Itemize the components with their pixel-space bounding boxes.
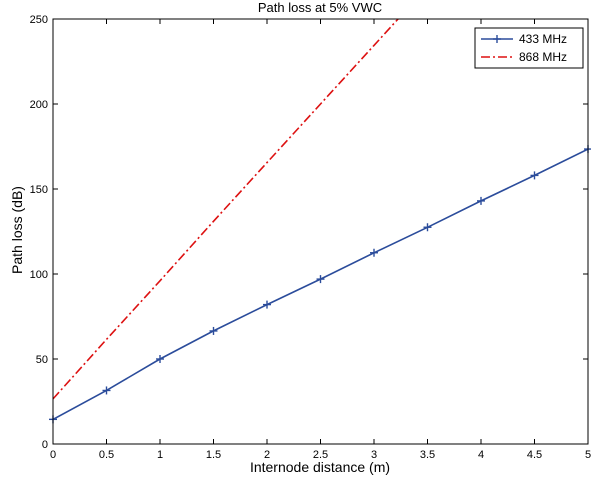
y-tick-label: 150 bbox=[30, 184, 48, 196]
x-tick-label: 0 bbox=[50, 449, 56, 461]
data-point bbox=[263, 300, 271, 309]
chart-title: Path loss at 5% VWC bbox=[258, 0, 382, 15]
data-point bbox=[477, 196, 485, 205]
x-tick-label: 1 bbox=[157, 449, 163, 461]
x-tick-label: 1.5 bbox=[206, 449, 221, 461]
y-tick-label: 250 bbox=[30, 14, 48, 26]
x-tick-label: 2.5 bbox=[313, 449, 328, 461]
axes-frame bbox=[52, 18, 589, 445]
legend-label: 868 MHz bbox=[519, 50, 567, 64]
series-line-2 bbox=[53, 19, 400, 400]
y-tick-label: 50 bbox=[36, 354, 48, 366]
data-point bbox=[156, 355, 164, 363]
x-tick-label: 5 bbox=[585, 449, 591, 461]
data-point bbox=[423, 223, 432, 232]
data-point bbox=[209, 326, 218, 335]
x-tick-label: 3.5 bbox=[420, 449, 435, 461]
legend-box bbox=[474, 27, 584, 69]
legend-label: 433 MHz bbox=[519, 32, 567, 46]
legend: 433 MHz 868 MHz bbox=[474, 27, 584, 69]
x-axis-label: Internode distance (m) bbox=[250, 459, 390, 475]
x-tick-label: 4.5 bbox=[527, 449, 542, 461]
series-line-1 bbox=[53, 148, 588, 421]
x-tick-label: 4 bbox=[478, 449, 484, 461]
data-point bbox=[530, 171, 539, 180]
x-tick-label: 2 bbox=[264, 449, 270, 461]
data-point bbox=[316, 275, 325, 284]
x-tick-label: 3 bbox=[371, 449, 377, 461]
y-tick-label: 0 bbox=[42, 439, 48, 451]
y-axis-label: Path loss (dB) bbox=[9, 186, 25, 274]
data-point bbox=[102, 386, 111, 395]
x-tick-label: 0.5 bbox=[99, 449, 114, 461]
data-point bbox=[370, 248, 378, 257]
y-tick-label: 100 bbox=[30, 269, 48, 281]
y-tick-label: 200 bbox=[30, 99, 48, 111]
